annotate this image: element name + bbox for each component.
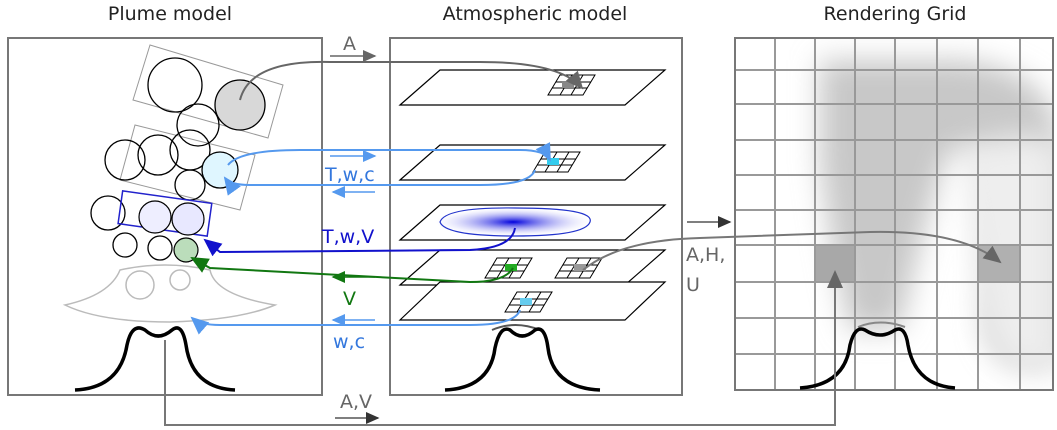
- plume-panel: [7, 37, 323, 396]
- label: T,w,V: [321, 226, 374, 248]
- label: V: [343, 288, 356, 310]
- label: w,c: [333, 331, 365, 353]
- arrow: [582, 230, 1002, 271]
- arrow: [227, 142, 551, 166]
- label: T,w,c: [324, 164, 375, 186]
- panel-title: Atmospheric model: [443, 3, 628, 25]
- label: A,H,: [686, 244, 725, 266]
- arrow: [239, 60, 584, 101]
- arrow: [190, 257, 514, 284]
- arrow: [190, 309, 521, 335]
- atmospheric-panel: [389, 37, 683, 396]
- label: A: [343, 33, 356, 55]
- arrow: [223, 169, 536, 196]
- arrow: [203, 227, 516, 257]
- panel-title: Plume model: [108, 3, 232, 25]
- label: A,V: [340, 391, 372, 413]
- arrow: [164, 270, 843, 426]
- label: U: [686, 274, 700, 296]
- panel-title: Rendering Grid: [824, 3, 967, 25]
- rendering-grid: [734, 37, 1054, 391]
